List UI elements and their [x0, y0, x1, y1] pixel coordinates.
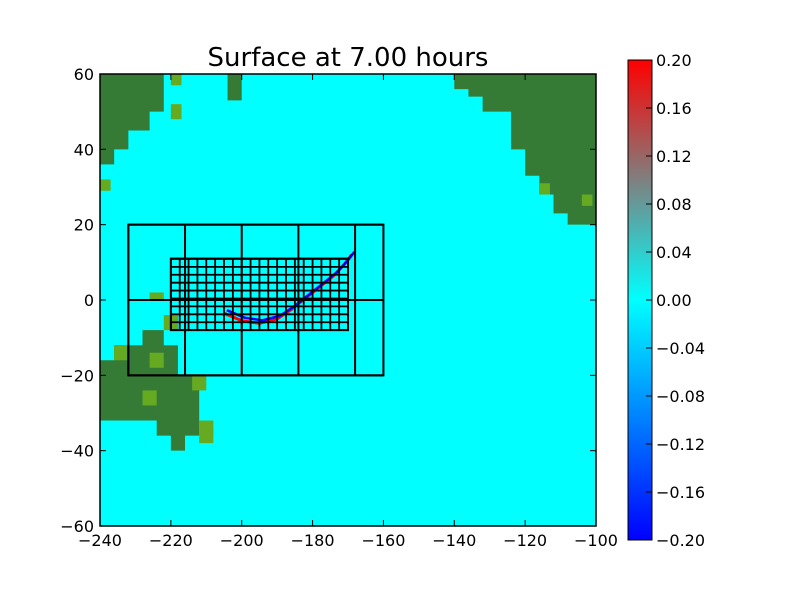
land-asia [100, 74, 164, 165]
y-tick-label: 20 [74, 216, 94, 235]
colorbar-tick-label: 0.16 [656, 99, 692, 118]
coast-cell [192, 375, 207, 391]
x-tick-label: −100 [574, 531, 618, 550]
x-tick-label: −200 [220, 531, 264, 550]
x-tick-label: −140 [432, 531, 476, 550]
x-tick-label: −180 [291, 531, 335, 550]
land-kamchatka [227, 74, 242, 101]
colorbar-tick-label: −0.08 [656, 387, 705, 406]
coast-cell [199, 428, 214, 444]
coast-cell [149, 292, 164, 300]
x-tick-label: −120 [503, 531, 547, 550]
x-axis: −240 −220 −200 −180 −160 −140 −120 −100 [78, 74, 618, 550]
coast-cell [142, 390, 157, 406]
colorbar-tick-label: −0.12 [656, 435, 705, 454]
coast-cell [149, 352, 164, 368]
coast-cell [170, 104, 182, 120]
coast-cell [100, 179, 111, 191]
colorbar-tick-label: 0.00 [656, 291, 692, 310]
x-tick-label: −160 [361, 531, 405, 550]
colorbar-tick-label: 0.04 [656, 243, 692, 262]
colorbar-axis: −0.20 −0.16 −0.12 −0.08 −0.04 0.00 0.04 0.08 0.1… [646, 51, 705, 550]
amr-grid-layer [127, 223, 385, 377]
x-tick-label: −220 [149, 531, 193, 550]
y-tick-label: 40 [74, 140, 94, 159]
colorbar-tick-label: 0.12 [656, 147, 692, 166]
grid-patch-level-2 [169, 257, 349, 332]
chart-title: Surface at 7.00 hours [208, 43, 489, 73]
colorbar-tick-label: −0.20 [656, 531, 705, 550]
land-north-america [454, 74, 596, 225]
colorbar-tick-label: 0.20 [656, 51, 692, 70]
coast-cell [596, 210, 607, 221]
y-tick-label: 0 [84, 291, 94, 310]
y-tick-label: −40 [60, 442, 94, 461]
coast-cell [539, 183, 550, 195]
coast-cell [170, 74, 182, 86]
colorbar-tick-label: −0.16 [656, 483, 705, 502]
colorbar-tick-label: 0.08 [656, 195, 692, 214]
grid-patch-level-1 [127, 223, 385, 377]
y-tick-label: 60 [74, 65, 94, 84]
coast-cell [581, 194, 593, 206]
y-tick-label: −60 [60, 517, 94, 536]
colorbar-tick-label: −0.04 [656, 339, 705, 358]
y-axis: −60 −40 −20 0 20 40 60 [60, 65, 596, 536]
coast-cell [114, 345, 129, 361]
x-tick-label: −240 [78, 531, 122, 550]
y-tick-label: −20 [60, 366, 94, 385]
coast-layer [100, 74, 607, 444]
